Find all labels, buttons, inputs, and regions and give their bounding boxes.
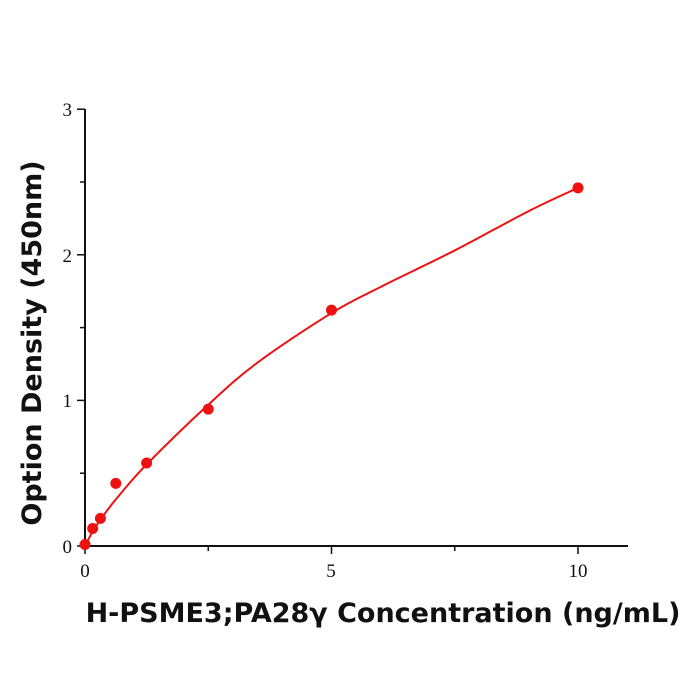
fitted-curve <box>84 186 579 547</box>
data-point <box>202 403 214 415</box>
y-tick-label: 0 <box>63 537 73 558</box>
x-axis-title: H-PSME3;PA28γ Concentration (ng/mL) <box>86 598 681 629</box>
y-tick-label: 1 <box>63 391 73 412</box>
y-tick-label: 2 <box>63 246 73 267</box>
axis-ticks <box>77 108 579 554</box>
axes <box>84 109 628 547</box>
x-tick-labels: 0 5 10 <box>80 561 587 582</box>
data-point <box>326 304 337 316</box>
y-tick-label: 3 <box>63 100 73 121</box>
data-point <box>141 457 153 469</box>
x-tick-label: 10 <box>569 561 588 582</box>
data-point <box>572 182 584 194</box>
y-tick-labels: 0 1 2 3 <box>63 100 73 558</box>
data-point <box>94 512 106 524</box>
x-tick-label: 5 <box>326 561 336 582</box>
data-point <box>87 523 99 535</box>
data-point <box>79 539 91 551</box>
data-point <box>110 477 122 489</box>
y-axis-title: Option Density (450nm) <box>17 160 48 525</box>
data-points <box>79 182 584 551</box>
x-tick-label: 0 <box>80 561 90 582</box>
